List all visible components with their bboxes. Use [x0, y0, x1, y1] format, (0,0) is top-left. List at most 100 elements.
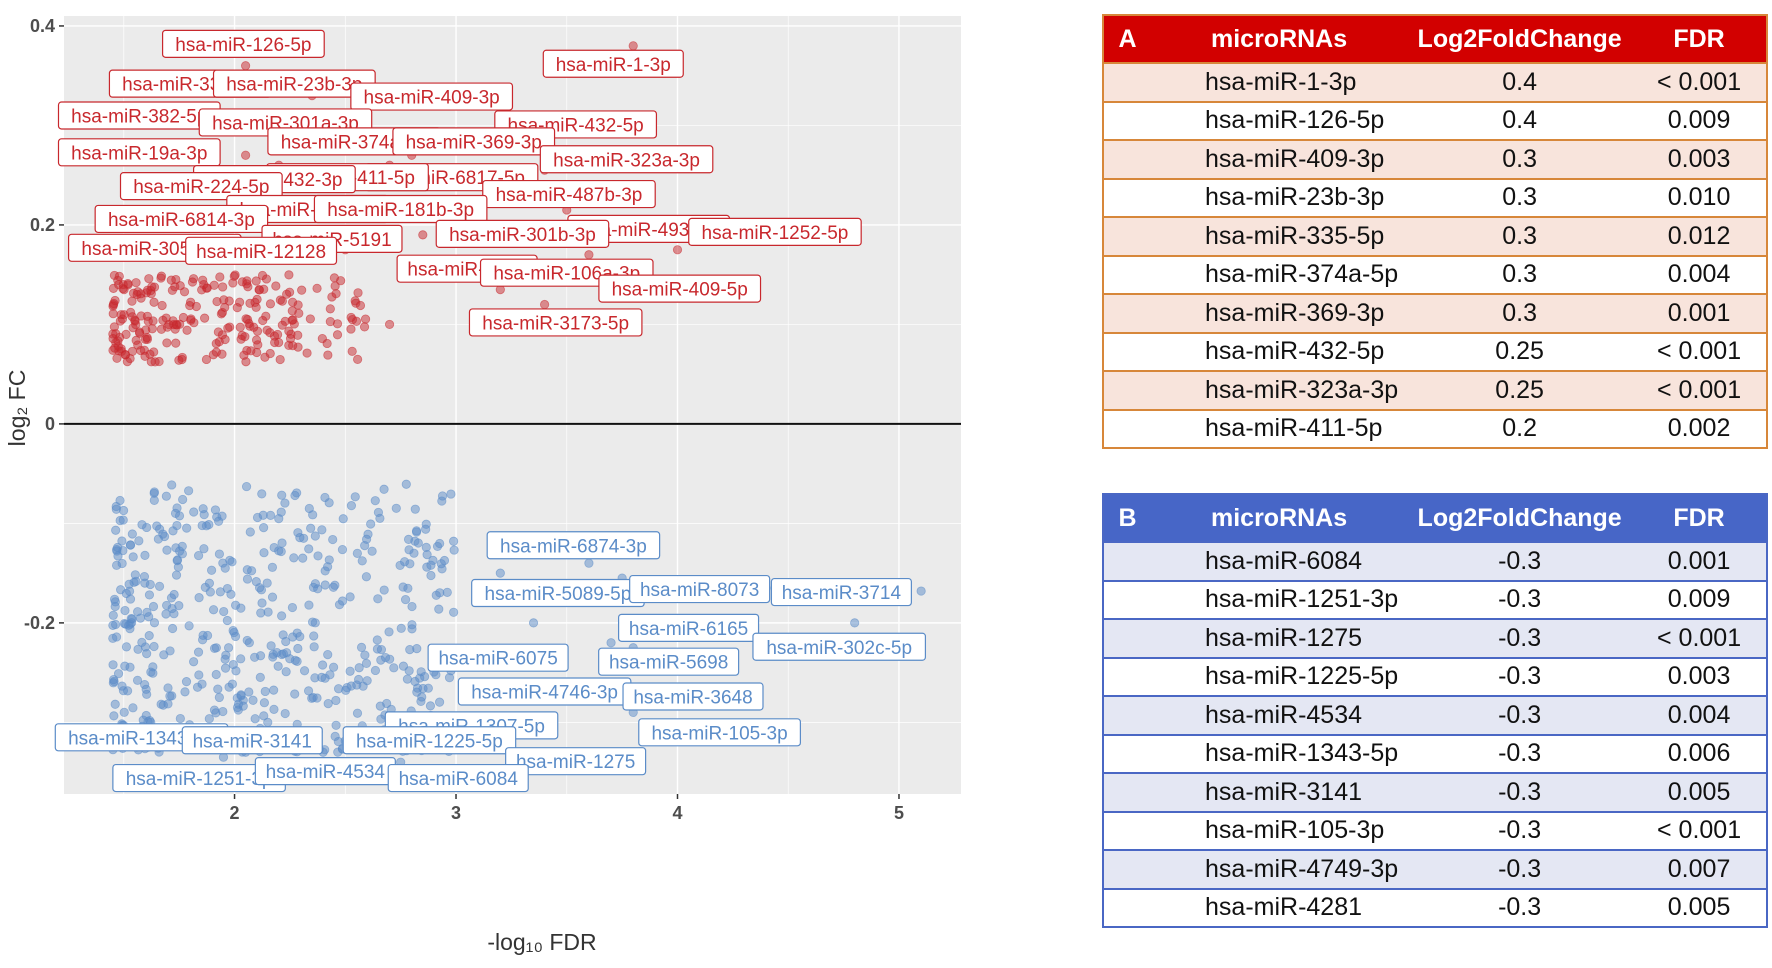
row-spacer [1103, 410, 1151, 449]
table-row: hsa-miR-369-3p 0.3 0.001 [1103, 294, 1767, 333]
row-spacer [1103, 371, 1151, 410]
down-point [259, 523, 269, 533]
down-point [432, 541, 443, 552]
down-point [342, 682, 352, 693]
down-point [108, 660, 118, 670]
down-point [391, 503, 401, 513]
label-text: hsa-miR-3173-5p [482, 313, 629, 334]
up-point [209, 280, 219, 290]
up-point [284, 270, 294, 280]
up-point [329, 273, 339, 283]
down-point [331, 720, 341, 730]
down-point [317, 525, 327, 535]
cell-log2foldchange: -0.3 [1498, 662, 1542, 691]
table-row: hsa-miR-335-5p 0.3 0.012 [1103, 217, 1767, 256]
down-point [396, 623, 406, 633]
down-point [231, 666, 241, 676]
up-point [261, 274, 272, 284]
up-point [150, 357, 160, 367]
up-point [200, 313, 210, 323]
up-point [156, 324, 167, 334]
up-point [219, 295, 229, 305]
up-point [259, 284, 269, 294]
table-row: hsa-miR-1275 -0.3 < 0.001 [1103, 619, 1767, 658]
up-point [265, 348, 275, 359]
table-row: hsa-miR-411-5p 0.2 0.002 [1103, 409, 1767, 449]
cell-microrna: hsa-miR-3141 [1205, 777, 1363, 806]
up-point [258, 315, 268, 326]
up-point [143, 316, 153, 326]
down-label: hsa-miR-6165 [617, 613, 760, 642]
table-row: hsa-miR-4281 -0.3 0.005 [1103, 888, 1767, 928]
down-point [110, 699, 120, 709]
down-point [178, 494, 188, 505]
down-point [360, 541, 370, 551]
down-point [333, 684, 344, 694]
cell-microrna: hsa-miR-1251-3p [1205, 585, 1399, 614]
header-fdr: FDR [1673, 503, 1725, 532]
down-point [292, 656, 302, 666]
label-text: hsa-miR-374a-5p [281, 132, 428, 153]
down-point [400, 594, 411, 605]
down-point [288, 632, 298, 642]
down-point [304, 544, 314, 554]
label-text: hsa-miR-105-3p [651, 723, 787, 744]
down-point [125, 594, 136, 604]
x-tick-label: 4 [672, 803, 682, 823]
table-row: hsa-miR-105-3p -0.3 < 0.001 [1103, 811, 1767, 851]
label-text: hsa-miR-5089-5p [485, 584, 632, 605]
down-label: hsa-miR-302c-5p [752, 632, 927, 661]
label-box [486, 531, 661, 560]
up-point-labeled [672, 245, 683, 255]
cell-log2foldchange: 0.4 [1502, 67, 1538, 96]
label-text: hsa-miR-487b-3p [496, 185, 643, 206]
label-text: hsa-miR-4746-3p [471, 683, 618, 704]
cell-log2foldchange: -0.3 [1498, 777, 1542, 806]
down-point [241, 481, 252, 492]
up-point [220, 334, 230, 345]
table-row: hsa-miR-409-3p 0.3 0.003 [1103, 140, 1767, 179]
row-spacer [1103, 773, 1151, 812]
down-point [128, 552, 138, 562]
up-point-labeled [540, 299, 550, 310]
cell-fdr: 0.004 [1667, 700, 1731, 729]
up-point [144, 274, 154, 284]
cell-log2foldchange: 0.3 [1502, 298, 1538, 327]
cell-fdr: < 0.001 [1657, 67, 1742, 96]
row-spacer [1103, 102, 1151, 141]
upregulated-table: A microRNAs Log2FoldChange FDR hsa-miR-1… [1102, 14, 1768, 449]
up-label: hsa-miR-409-5p [598, 274, 762, 303]
label-text: hsa-miR-3714 [782, 583, 902, 604]
up-point [177, 354, 187, 365]
down-point [149, 641, 159, 652]
table-row: hsa-miR-1251-3p -0.3 0.009 [1103, 580, 1767, 620]
up-label: hsa-miR-23b-3p [212, 69, 376, 98]
down-point [149, 618, 160, 628]
down-point [431, 590, 441, 600]
up-point [128, 323, 138, 333]
down-point [163, 699, 173, 709]
down-point [111, 525, 121, 535]
down-point [174, 601, 184, 611]
up-point [242, 276, 252, 286]
up-point [229, 271, 239, 281]
down-point [376, 714, 386, 724]
up-point [164, 319, 174, 330]
down-point [144, 612, 154, 622]
label-box [185, 236, 338, 265]
cell-fdr: 0.010 [1667, 183, 1731, 212]
table-row: hsa-miR-432-5p 0.25 < 0.001 [1103, 332, 1767, 372]
down-point [224, 682, 234, 692]
y-tick-label: 0 [45, 414, 55, 434]
down-point [434, 697, 445, 707]
up-point [271, 281, 281, 291]
down-point [357, 556, 367, 566]
down-point [313, 584, 323, 594]
down-point [370, 665, 381, 676]
label-box [598, 647, 740, 676]
down-point [109, 711, 119, 721]
down-label: hsa-miR-6084 [387, 763, 529, 793]
label-box [94, 204, 269, 234]
down-label: hsa-miR-4534 [254, 757, 396, 786]
label-box [638, 718, 801, 747]
